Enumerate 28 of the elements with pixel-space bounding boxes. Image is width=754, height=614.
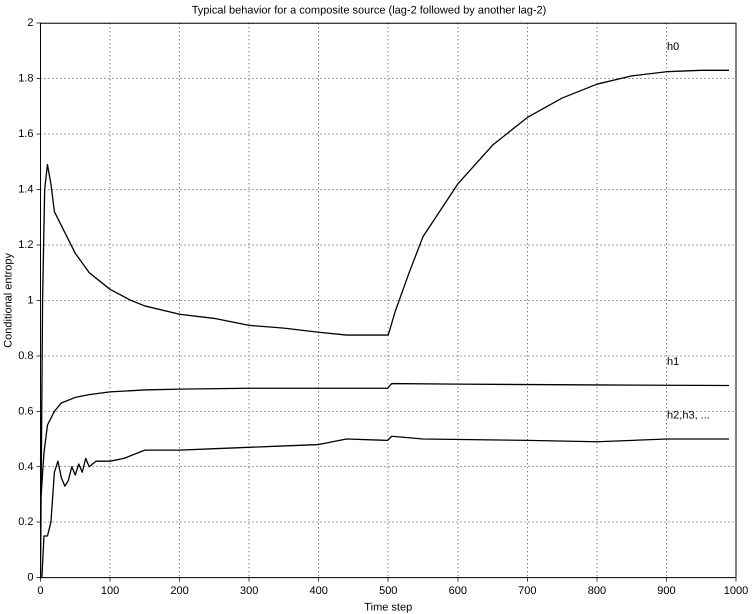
- y-tick-label: 2: [27, 17, 34, 30]
- x-tick-label: 0: [37, 585, 44, 598]
- x-tick-label: 700: [518, 585, 537, 598]
- y-tick-label: 1.8: [18, 72, 34, 85]
- x-tick-label: 800: [588, 585, 606, 598]
- series-label: h0: [667, 40, 680, 53]
- y-tick-label: 0.2: [18, 516, 34, 528]
- y-tick-label: 1.2: [18, 238, 34, 251]
- x-axis-title: Time step: [364, 601, 412, 614]
- y-tick-label: 1: [27, 294, 34, 306]
- y-tick-label: 0.8: [18, 350, 34, 362]
- y-axis-title: Conditional entropy: [2, 252, 15, 348]
- y-tick-label: 1.4: [18, 184, 34, 196]
- y-tick-label: 0.4: [18, 460, 34, 473]
- x-tick-label: 100: [100, 585, 120, 598]
- x-tick-label: 1000: [724, 585, 748, 598]
- x-tick-label: 900: [657, 585, 676, 598]
- y-tick-label: 0: [27, 572, 34, 584]
- x-tick-label: 500: [379, 585, 398, 598]
- chart-title: Typical behavior for a composite source (lag-2 followed by another lag-2): [192, 4, 546, 17]
- series-label: h1: [667, 356, 680, 368]
- y-tick-label: 1.6: [18, 128, 34, 140]
- series-label: h2,h3, ...: [667, 410, 710, 422]
- x-tick-label: 400: [310, 585, 328, 598]
- x-tick-label: 300: [240, 585, 258, 598]
- x-tick-label: 200: [170, 585, 189, 598]
- x-tick-label: 600: [448, 585, 467, 598]
- y-tick-label: 0.6: [18, 405, 34, 418]
